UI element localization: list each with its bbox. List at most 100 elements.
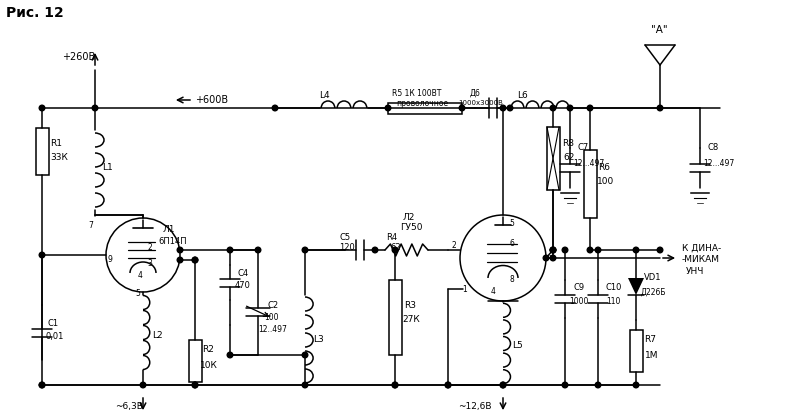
Circle shape — [634, 382, 638, 388]
Text: 6: 6 — [509, 238, 514, 248]
Text: 1: 1 — [462, 285, 466, 294]
Circle shape — [550, 255, 556, 261]
Circle shape — [595, 247, 601, 253]
Circle shape — [543, 255, 549, 261]
Text: R3: R3 — [404, 300, 416, 310]
Circle shape — [587, 247, 593, 253]
Text: 9: 9 — [107, 255, 112, 265]
Text: 6П14П: 6П14П — [158, 238, 186, 247]
Circle shape — [392, 382, 398, 388]
Bar — [583, 150, 597, 218]
Circle shape — [550, 247, 556, 253]
Circle shape — [39, 252, 45, 258]
Text: 12...497: 12...497 — [573, 158, 604, 168]
Text: 33К: 33К — [50, 153, 68, 161]
Text: 7: 7 — [88, 221, 93, 230]
Text: VD1: VD1 — [644, 273, 662, 282]
Circle shape — [634, 247, 638, 253]
Text: R4: R4 — [386, 233, 397, 243]
Text: L4: L4 — [319, 92, 330, 101]
Circle shape — [302, 247, 308, 253]
Text: L5: L5 — [512, 341, 522, 349]
Bar — [546, 127, 559, 190]
Circle shape — [567, 105, 573, 111]
Text: R7: R7 — [644, 335, 656, 344]
Circle shape — [39, 382, 45, 388]
Text: 8: 8 — [509, 275, 514, 285]
Text: 100: 100 — [597, 178, 614, 186]
Polygon shape — [628, 278, 644, 295]
Circle shape — [445, 382, 451, 388]
Text: 5: 5 — [509, 218, 514, 228]
Text: 1М: 1М — [645, 351, 658, 359]
Text: Д6: Д6 — [470, 89, 481, 97]
Circle shape — [178, 257, 182, 263]
Text: 120: 120 — [339, 243, 354, 253]
Circle shape — [658, 105, 662, 111]
Circle shape — [227, 247, 233, 253]
Text: R2: R2 — [202, 346, 214, 354]
Text: Л2: Л2 — [403, 213, 415, 221]
Text: 1000х3000В: 1000х3000В — [458, 100, 503, 106]
Text: C10: C10 — [606, 282, 622, 292]
Text: 5: 5 — [135, 290, 140, 299]
Circle shape — [272, 105, 278, 111]
Text: 3: 3 — [548, 248, 553, 258]
Circle shape — [500, 382, 506, 388]
Circle shape — [92, 105, 98, 111]
Bar — [388, 102, 462, 114]
Circle shape — [550, 247, 556, 253]
Text: +260В: +260В — [62, 52, 95, 62]
Circle shape — [392, 247, 398, 253]
Text: 62: 62 — [563, 154, 574, 163]
Circle shape — [587, 105, 593, 111]
Text: 110: 110 — [606, 297, 620, 307]
Text: Л1: Л1 — [163, 225, 175, 235]
Circle shape — [192, 382, 198, 388]
Text: L2: L2 — [152, 330, 162, 339]
Circle shape — [302, 352, 308, 358]
Text: L1: L1 — [102, 163, 113, 173]
Text: C8: C8 — [707, 144, 718, 153]
Circle shape — [550, 105, 556, 111]
Text: 12..497: 12..497 — [258, 325, 287, 334]
Text: 27К: 27К — [402, 315, 420, 324]
Text: R6: R6 — [598, 163, 610, 173]
Text: 0,01: 0,01 — [45, 332, 63, 342]
Text: R1: R1 — [50, 139, 62, 148]
Circle shape — [507, 105, 513, 111]
Text: 1000: 1000 — [569, 297, 588, 307]
Circle shape — [372, 247, 378, 253]
Text: C7: C7 — [577, 144, 588, 153]
Circle shape — [550, 247, 556, 253]
Circle shape — [302, 382, 308, 388]
Circle shape — [140, 382, 146, 388]
Circle shape — [459, 105, 465, 111]
Bar — [35, 128, 49, 175]
Circle shape — [595, 382, 601, 388]
Text: 470: 470 — [235, 280, 251, 290]
Text: 2: 2 — [147, 243, 152, 252]
Text: C4: C4 — [238, 268, 249, 277]
Circle shape — [500, 382, 506, 388]
Text: 4: 4 — [138, 270, 143, 280]
Text: 12...497: 12...497 — [703, 158, 734, 168]
Text: C2: C2 — [268, 300, 279, 310]
Text: 3: 3 — [147, 258, 152, 267]
Text: ~12,6В: ~12,6В — [458, 403, 491, 411]
Text: 4: 4 — [491, 287, 496, 295]
Circle shape — [658, 247, 662, 253]
Circle shape — [39, 382, 45, 388]
Text: ~6,3В: ~6,3В — [115, 403, 143, 411]
Text: 2: 2 — [452, 242, 457, 250]
Circle shape — [500, 105, 506, 111]
Text: проволочное: проволочное — [396, 99, 448, 107]
Bar — [189, 340, 202, 382]
Text: +600В: +600В — [195, 95, 228, 105]
Text: Д226Б: Д226Б — [641, 287, 666, 297]
Circle shape — [445, 382, 451, 388]
Circle shape — [562, 382, 568, 388]
Text: "А": "А" — [651, 25, 668, 35]
Text: L6: L6 — [517, 91, 528, 99]
Text: ГУ50: ГУ50 — [400, 223, 422, 233]
